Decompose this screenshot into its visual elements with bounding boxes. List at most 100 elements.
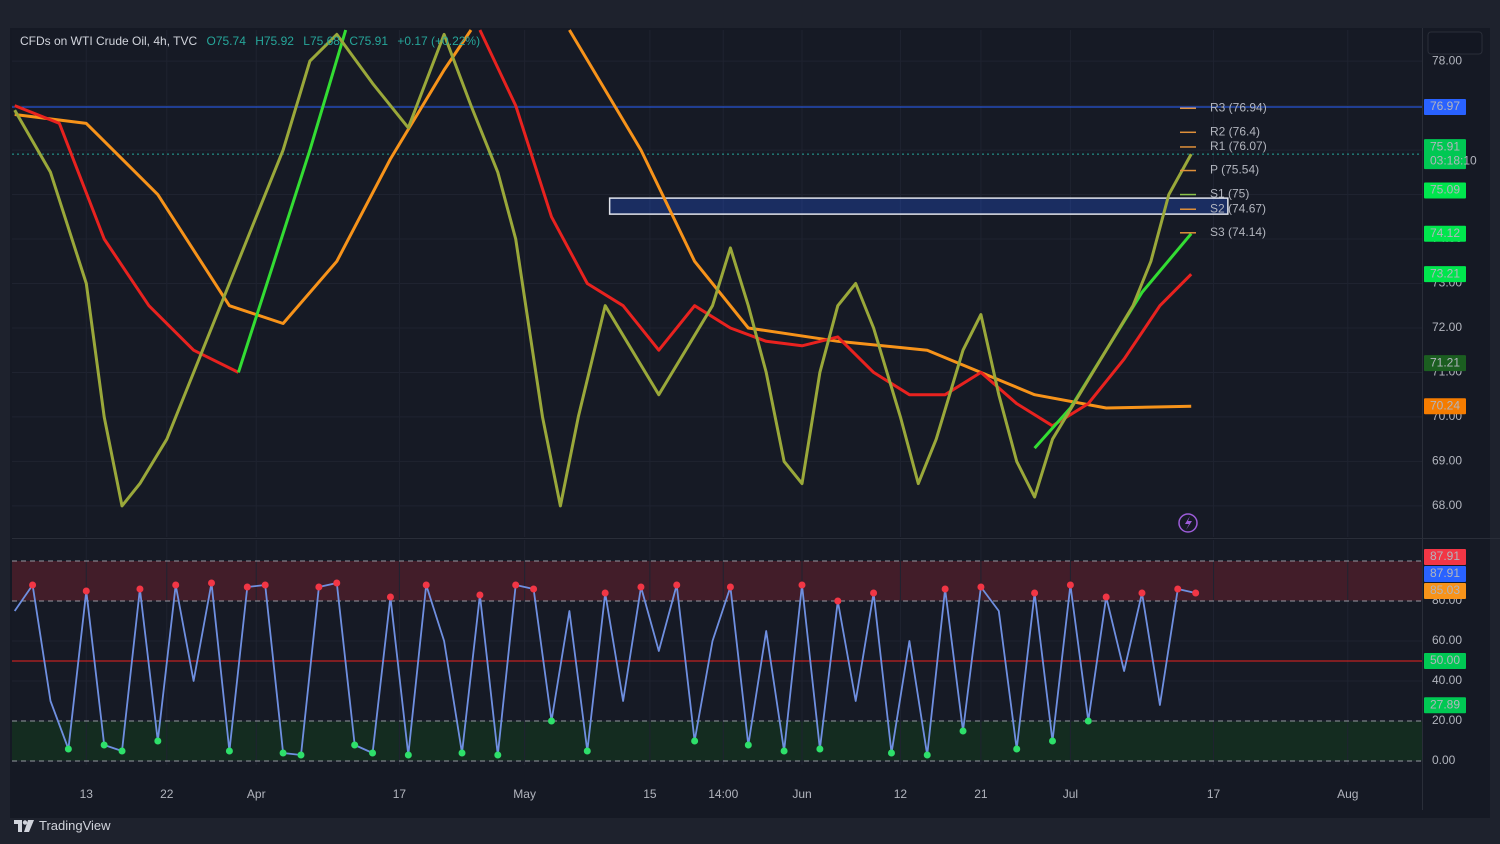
signal-dot	[691, 737, 699, 745]
signal-dot	[923, 751, 931, 759]
signal-dot	[261, 581, 269, 589]
y-tick-label: 72.00	[1432, 320, 1462, 334]
brand-logo	[14, 819, 34, 832]
price-label: 50.00	[1430, 653, 1460, 667]
y-tick-label: 68.00	[1432, 498, 1462, 512]
signal-dot	[941, 585, 949, 593]
signal-dot	[1138, 589, 1146, 597]
series-line	[14, 29, 1192, 410]
price-label: 71.21	[1430, 355, 1460, 369]
signal-dot	[512, 581, 520, 589]
x-tick-label: 17	[1207, 787, 1221, 801]
signal-dot	[816, 745, 824, 753]
x-tick-label: 22	[160, 787, 174, 801]
price-label: 85.03	[1430, 583, 1460, 597]
x-tick-label: 13	[80, 787, 94, 801]
signal-dot	[422, 581, 430, 589]
price-label: 76.97	[1430, 99, 1460, 113]
signal-dot	[870, 589, 878, 597]
signal-dot	[726, 583, 734, 591]
signal-dot	[118, 747, 126, 755]
x-tick-label: Aug	[1337, 787, 1358, 801]
signal-dot	[780, 747, 788, 755]
pivot-label: R3 (76.94)	[1210, 100, 1267, 114]
signal-dot	[225, 747, 233, 755]
pivot-label: R1 (76.07)	[1210, 139, 1267, 153]
series-line	[13, 32, 1193, 508]
countdown-label: 03:18:10	[1430, 153, 1477, 167]
x-tick-label: Apr	[247, 787, 266, 801]
x-tick-label: 15	[643, 787, 657, 801]
signal-dot	[315, 583, 323, 591]
price-label: 27.89	[1430, 697, 1460, 711]
signal-dot	[243, 583, 251, 591]
signal-dot	[82, 587, 90, 595]
price-label-box	[1424, 398, 1466, 415]
signal-dot	[29, 581, 37, 589]
price-label-box	[1424, 697, 1466, 714]
high: H75.92	[255, 34, 294, 48]
price-label-box	[1424, 182, 1466, 199]
signal-dot	[959, 727, 967, 735]
signal-dot	[637, 583, 645, 591]
alert-icon[interactable]	[1178, 513, 1198, 533]
signal-dot	[1031, 589, 1039, 597]
signal-dot	[887, 749, 895, 757]
y-tick-label: 78.00	[1432, 53, 1462, 67]
signal-dot	[476, 591, 484, 599]
signal-dot	[208, 579, 216, 587]
price-label: 87.91	[1430, 549, 1460, 563]
y-tick-label: 69.00	[1432, 454, 1462, 468]
brand: TradingView	[39, 818, 111, 833]
signal-dot	[1174, 585, 1182, 593]
signal-dot	[547, 717, 555, 725]
signal-dot	[351, 741, 359, 749]
x-tick-label: Jun	[792, 787, 811, 801]
band	[12, 721, 1422, 761]
pivot-label: S2 (74.67)	[1210, 201, 1266, 215]
price-label-box	[1424, 355, 1466, 372]
pivot-label: R2 (76.4)	[1210, 124, 1260, 138]
price-label: 70.24	[1430, 398, 1460, 412]
legend-header: CFDs on WTI Crude Oil, 4h, TVC O75.74 H7…	[20, 34, 486, 48]
x-tick-label: 21	[974, 787, 988, 801]
signal-dot	[530, 585, 538, 593]
signal-dot	[1084, 717, 1092, 725]
y-tick-label: 20.00	[1432, 713, 1462, 727]
menu-button[interactable]	[1427, 31, 1483, 55]
y-tick-label: 60.00	[1432, 633, 1462, 647]
price-label-box	[1424, 225, 1466, 242]
signal-dot	[297, 751, 305, 759]
symbol: CFDs on WTI Crude Oil, 4h, TVC	[20, 34, 198, 48]
price-label-box	[1424, 582, 1466, 599]
signal-dot	[1049, 737, 1057, 745]
signal-dot	[386, 593, 394, 601]
pivot-label: P (75.54)	[1210, 163, 1259, 177]
signal-dot	[100, 741, 108, 749]
price-label-box	[1424, 565, 1466, 582]
change: +0.17 (+0.22%)	[397, 34, 481, 48]
signal-dot	[136, 585, 144, 593]
price-label-box	[1424, 548, 1466, 565]
signal-dot	[333, 579, 341, 587]
pivot-label: S3 (74.14)	[1210, 225, 1266, 239]
zone-box	[608, 197, 1229, 215]
signal-dot	[64, 745, 72, 753]
signal-dot	[279, 749, 287, 757]
band	[12, 561, 1422, 601]
signal-dot	[583, 747, 591, 755]
signal-dot	[601, 589, 609, 597]
open: O75.74	[206, 34, 246, 48]
signal-dot	[798, 581, 806, 589]
signal-dot	[154, 737, 162, 745]
signal-dot	[458, 749, 466, 757]
y-tick-label: 0.00	[1432, 753, 1456, 767]
signal-dot	[1192, 589, 1200, 597]
x-tick-label: Jul	[1063, 787, 1078, 801]
signal-dot	[494, 751, 502, 759]
y-tick-label: 40.00	[1432, 673, 1462, 687]
price-label-box	[1424, 653, 1466, 669]
signal-dot	[404, 751, 412, 759]
